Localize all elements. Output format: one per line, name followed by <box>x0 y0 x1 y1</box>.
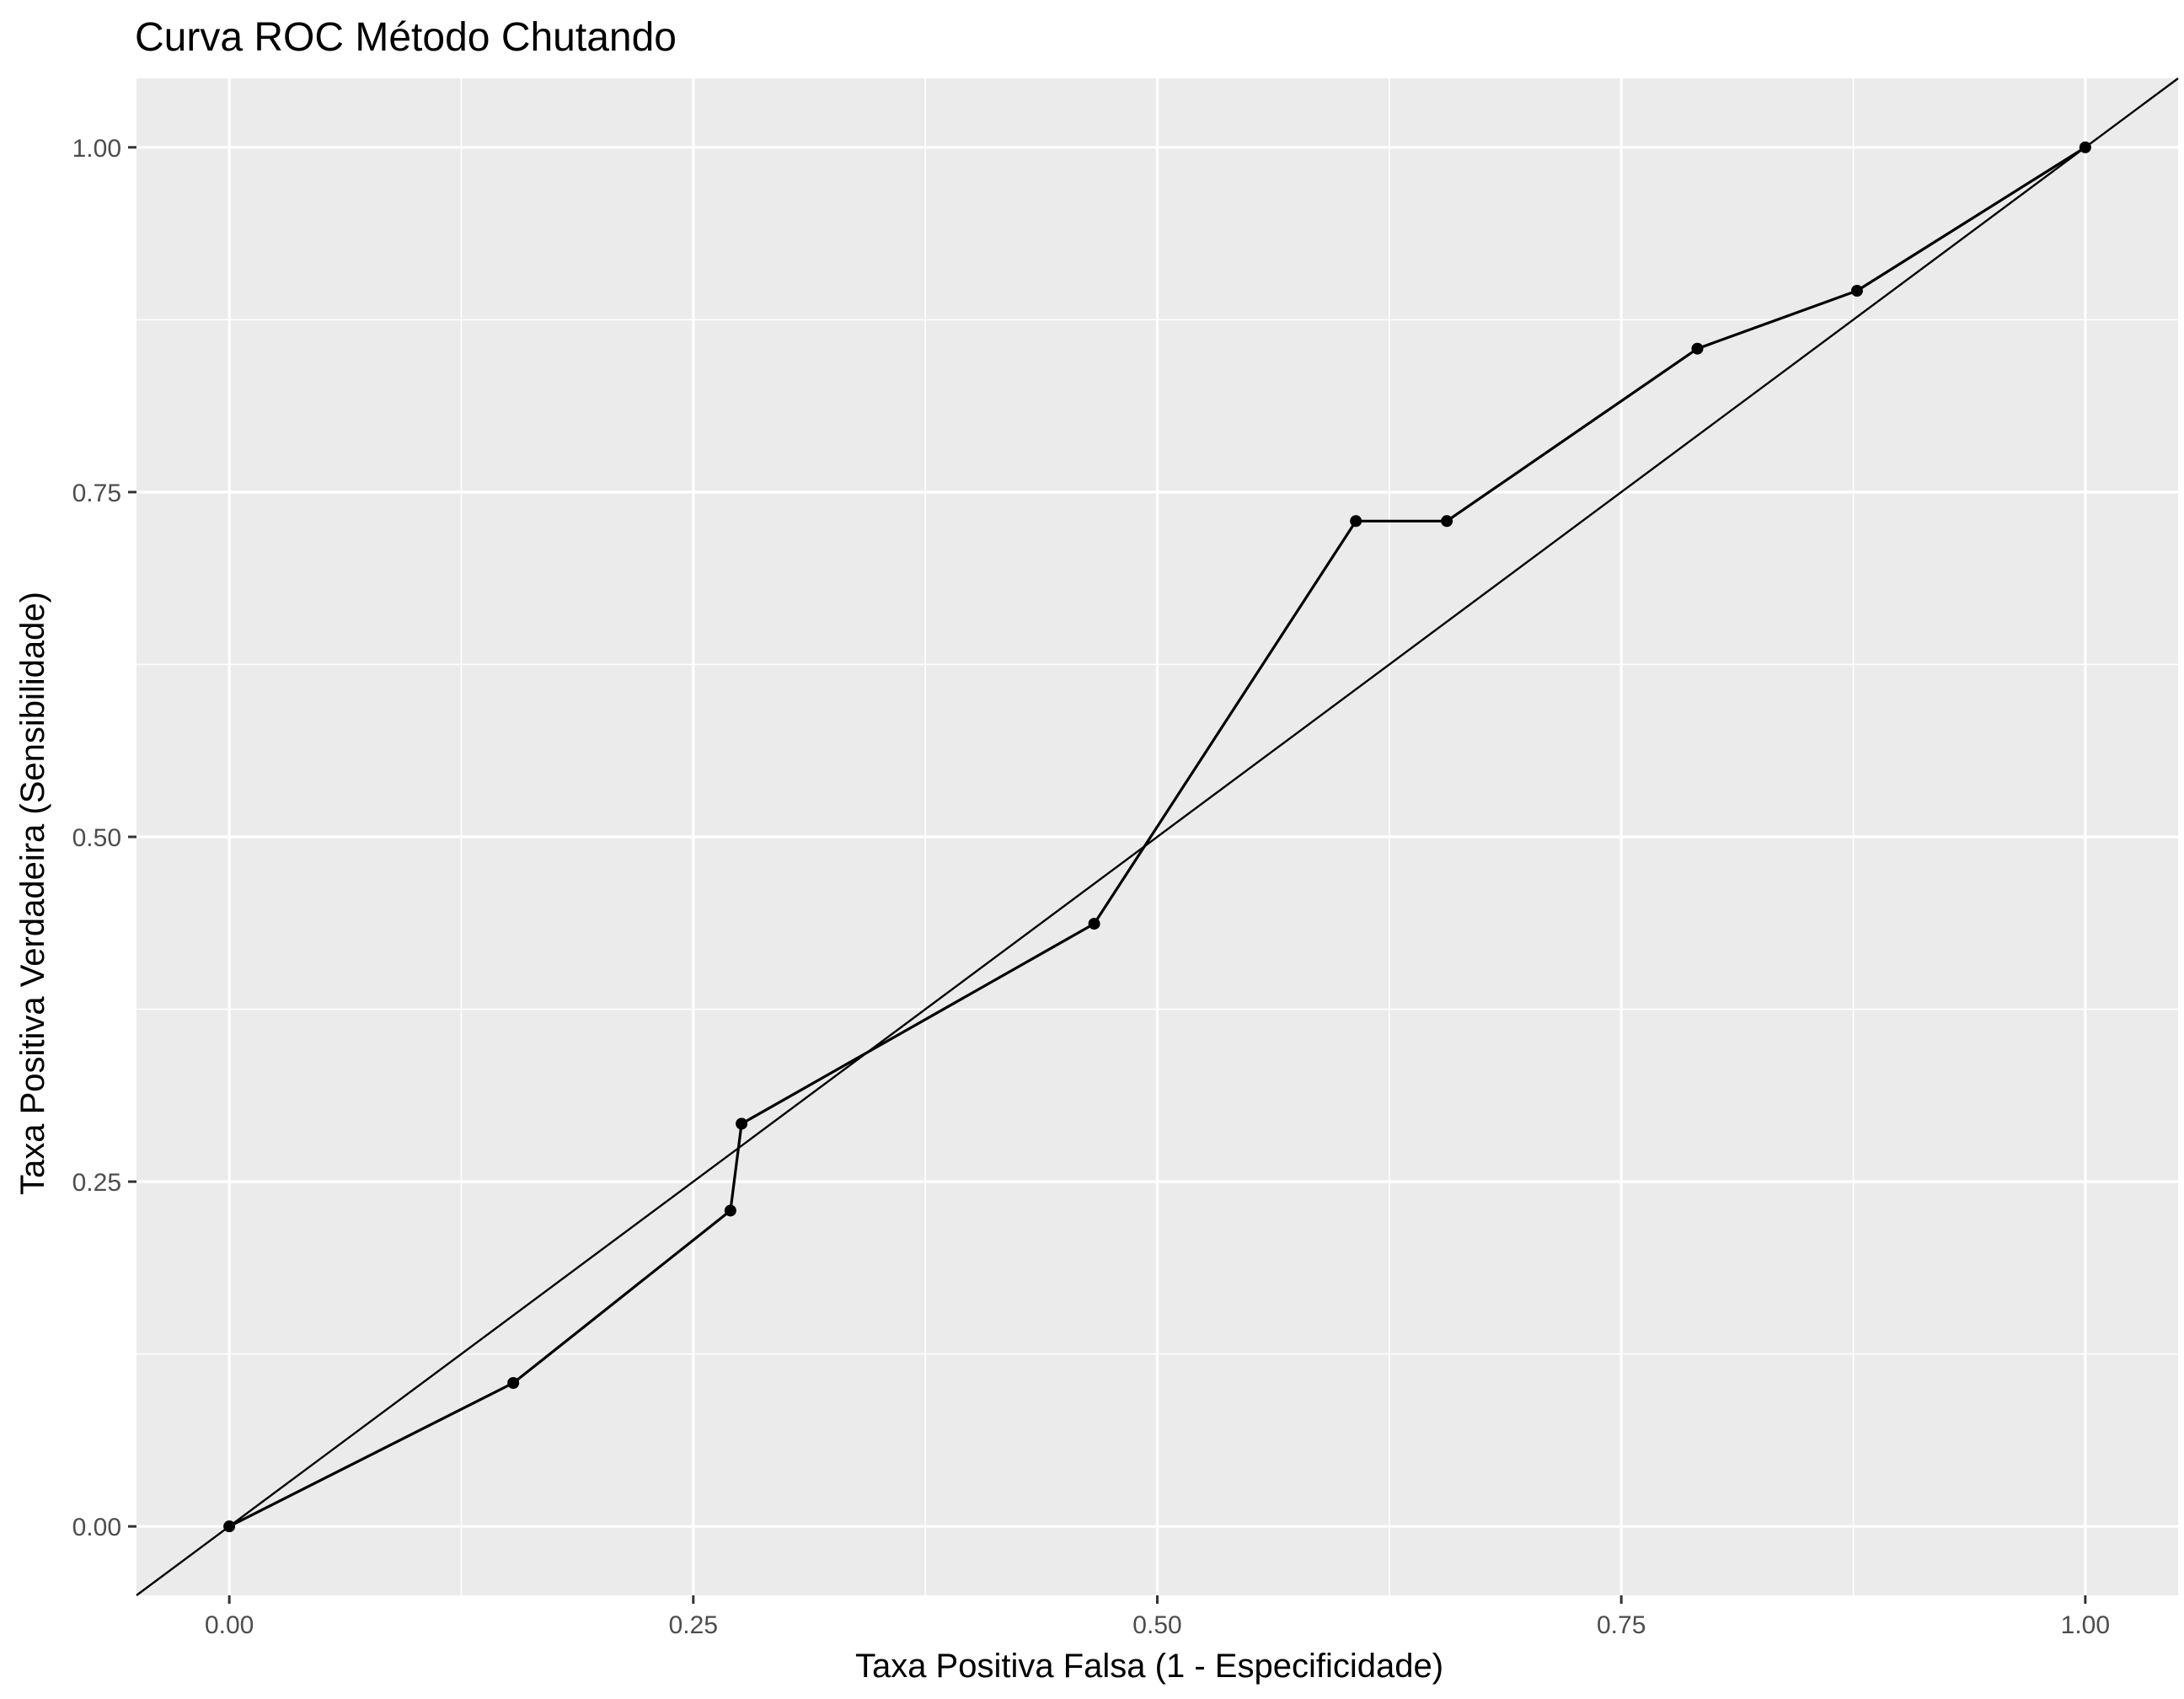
tick-layer: 0.00 0.25 0.50 0.75 1.00 0.00 0.25 0.50 0.75 1.00 <box>72 135 2110 1639</box>
roc-data-point <box>1088 918 1100 930</box>
series-layer <box>223 141 2091 1533</box>
reference-diagonal-line <box>136 78 2179 1596</box>
x-tick-label: 0.00 <box>205 1611 254 1639</box>
reference-line-layer <box>136 78 2179 1596</box>
roc-curve-line <box>228 146 2086 1528</box>
roc-data-point <box>507 1377 520 1389</box>
y-axis-title: Taxa Positiva Verdadeira (Sensibilidade) <box>14 592 51 1195</box>
roc-data-point <box>2079 141 2091 153</box>
y-tick-label: 0.25 <box>72 1169 121 1197</box>
y-tick-label: 1.00 <box>72 135 121 163</box>
x-tick-label: 0.25 <box>669 1611 718 1639</box>
y-tick-label: 0.75 <box>72 480 121 507</box>
roc-data-point <box>724 1204 736 1217</box>
roc-data-point <box>736 1117 748 1130</box>
roc-data-point <box>1691 342 1704 355</box>
x-tick-label: 0.75 <box>1597 1611 1646 1639</box>
roc-data-point <box>1441 515 1453 528</box>
y-tick-label: 0.50 <box>72 824 121 852</box>
x-axis-title: Taxa Positiva Falsa (1 - Especificidade) <box>855 1648 1443 1685</box>
x-tick-label: 0.50 <box>1132 1611 1181 1639</box>
chart-title: Curva ROC Método Chutando <box>135 15 677 60</box>
roc-data-point <box>1350 515 1362 528</box>
roc-data-point <box>223 1520 236 1533</box>
x-tick-label: 1.00 <box>2061 1611 2110 1639</box>
roc-data-point <box>1850 285 1863 297</box>
y-tick-label: 0.00 <box>72 1514 121 1541</box>
